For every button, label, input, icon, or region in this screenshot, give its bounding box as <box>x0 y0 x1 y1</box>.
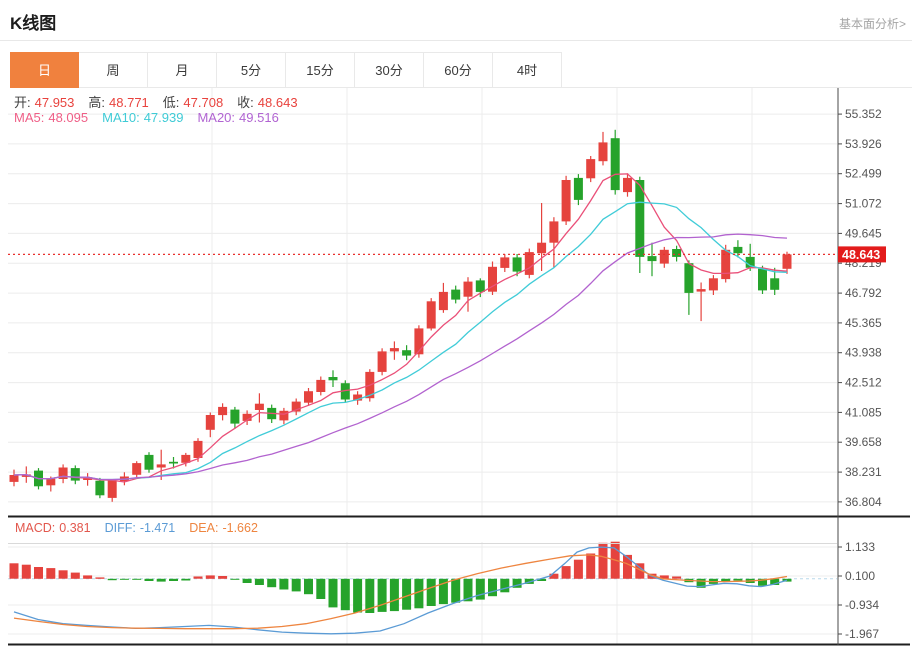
main-gridlines <box>8 88 837 645</box>
tab-period-4时[interactable]: 4时 <box>493 52 562 88</box>
svg-text:53.926: 53.926 <box>845 137 882 151</box>
ma-row-label: MA20: <box>197 110 236 125</box>
svg-text:41.085: 41.085 <box>845 405 882 419</box>
svg-text:39.658: 39.658 <box>845 435 882 449</box>
svg-text:45.365: 45.365 <box>845 316 882 330</box>
tab-period-15分[interactable]: 15分 <box>286 52 355 88</box>
ohlc-row-label: 开: <box>14 95 31 110</box>
macd-histogram <box>9 541 792 613</box>
svg-text:48.643: 48.643 <box>842 248 880 262</box>
tab-period-月[interactable]: 月 <box>148 52 217 88</box>
svg-text:1.133: 1.133 <box>845 540 875 554</box>
macd-row-value: -1.662 <box>222 521 258 535</box>
fundamental-analysis-link[interactable]: 基本面分析> <box>838 17 906 31</box>
svg-text:42.512: 42.512 <box>845 376 882 390</box>
tab-period-60分[interactable]: 60分 <box>424 52 493 88</box>
ohlc-row-label: 收: <box>237 95 254 110</box>
candlestick-series <box>9 129 792 502</box>
ma-legend: MA5: 48.095 MA10: 47.939 MA20: 49.516 <box>14 110 293 125</box>
svg-text:49.645: 49.645 <box>845 226 882 240</box>
ma-row-value: 49.516 <box>239 110 279 125</box>
ohlc-row-label: 高: <box>88 95 106 110</box>
tab-period-30分[interactable]: 30分 <box>355 52 424 88</box>
svg-text:-1.967: -1.967 <box>845 627 879 641</box>
svg-text:36.804: 36.804 <box>845 495 882 509</box>
ma-row-label: MA5: <box>14 110 45 125</box>
ma-lines <box>13 173 788 483</box>
svg-text:51.072: 51.072 <box>845 197 882 211</box>
svg-text:38.231: 38.231 <box>845 465 882 479</box>
svg-text:0.100: 0.100 <box>845 569 875 583</box>
ohlc-row-label: 低: <box>162 95 180 110</box>
ohlc-row-value: 48.643 <box>257 95 298 110</box>
svg-text:-0.934: -0.934 <box>845 598 879 612</box>
ohlc-row-value: 47.953 <box>34 95 75 110</box>
macd-row-value: 0.381 <box>59 521 91 535</box>
macd-row-label: DIFF: <box>104 521 136 535</box>
ma-row-value: 47.939 <box>143 110 184 125</box>
ohlc-row-value: 47.708 <box>183 95 224 110</box>
svg-text:46.792: 46.792 <box>845 286 882 300</box>
tab-period-周[interactable]: 周 <box>79 52 148 88</box>
macd-diff-dea-lines <box>13 546 788 635</box>
svg-text:55.352: 55.352 <box>845 107 882 121</box>
period-tab-bar: 日周月 5分 15分 30分 60分 4时 <box>10 52 912 88</box>
tab-period-日[interactable]: 日 <box>10 52 79 88</box>
macd-row-label: MACD: <box>15 521 56 535</box>
ohlc-legend: 开: 47.953 高: 48.771 低: 47.708 收: 48.643 <box>14 92 312 111</box>
svg-text:52.499: 52.499 <box>845 167 882 181</box>
header: K线图 基本面分析> <box>0 0 912 41</box>
ma-row-value: 48.095 <box>48 110 89 125</box>
macd-row-value: -1.471 <box>139 521 176 535</box>
chart-frame <box>8 88 910 646</box>
macd-row-label: DEA: <box>189 521 219 535</box>
ma-row-label: MA10: <box>102 110 140 125</box>
page-title: K线图 <box>10 14 57 33</box>
macd-legend: MACD: 0.381 DIFF: -1.471 DEA: -1.662 <box>15 521 272 535</box>
svg-text:43.938: 43.938 <box>845 346 882 360</box>
y-axis-labels: 55.35253.92652.49951.07249.64548.21946.7… <box>838 107 882 641</box>
current-price-badge: 48.643 <box>838 246 886 263</box>
tab-period-5分[interactable]: 5分 <box>217 52 286 88</box>
ohlc-row-value: 48.771 <box>109 95 149 110</box>
